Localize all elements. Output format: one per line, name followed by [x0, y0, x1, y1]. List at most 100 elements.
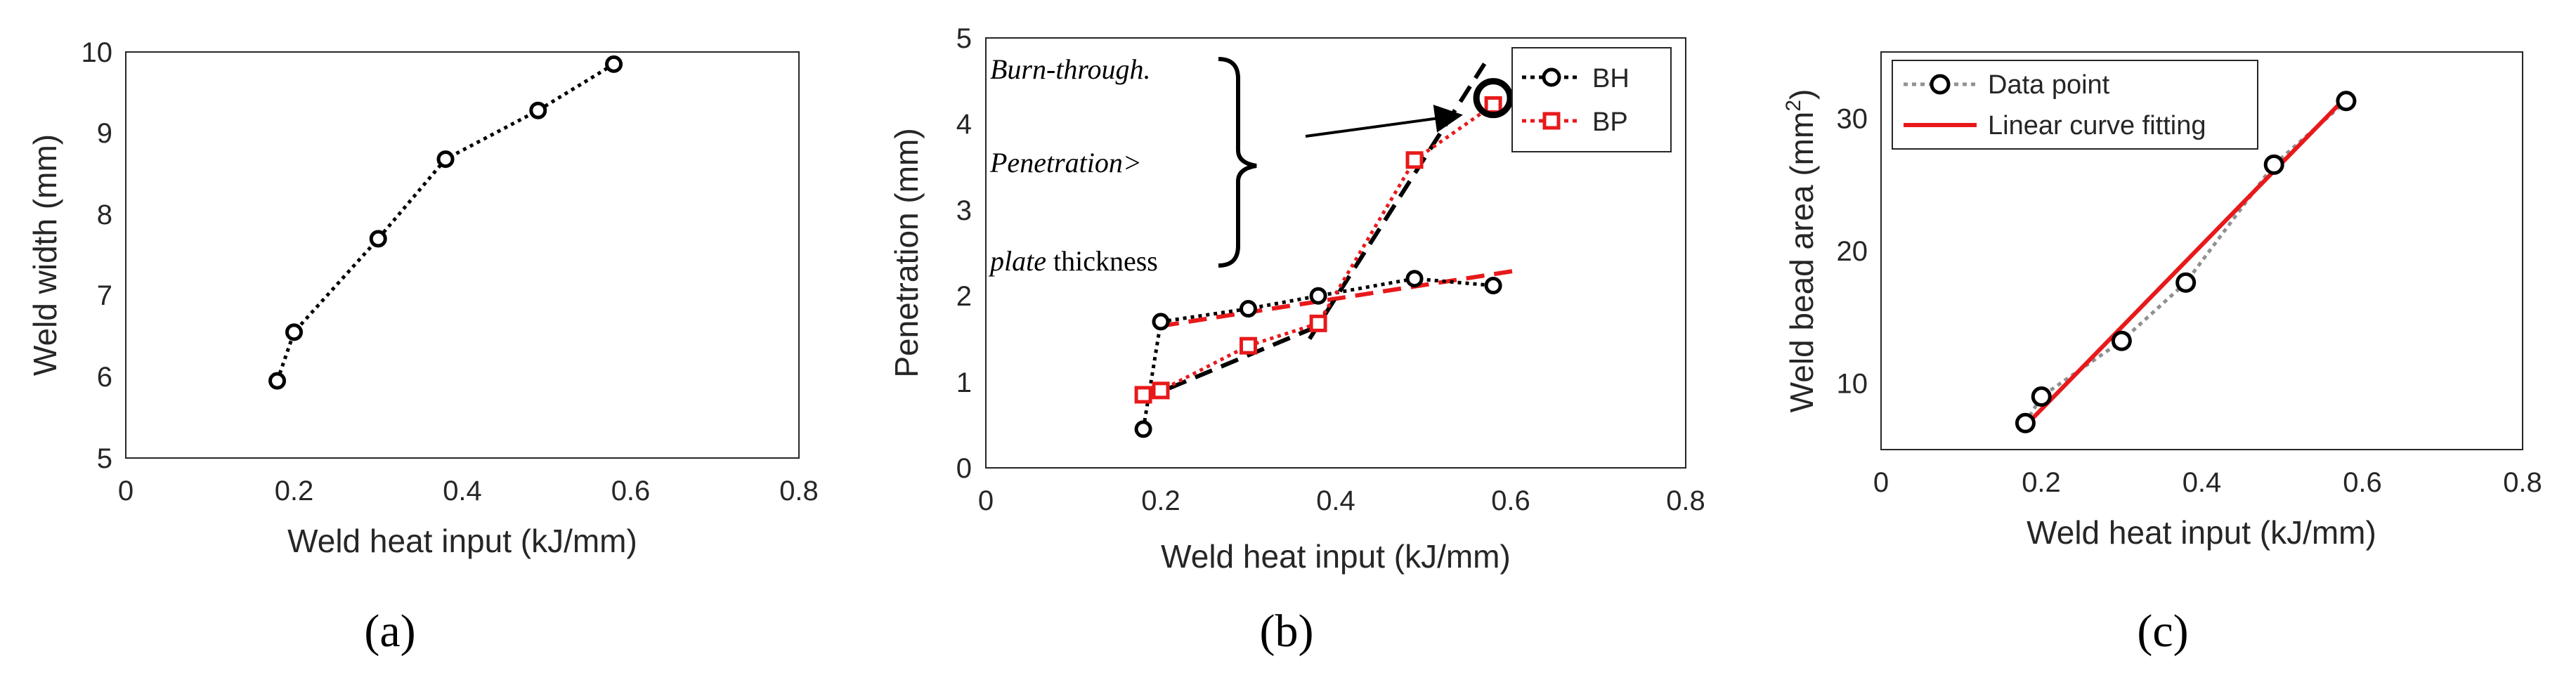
data-point-weld-width: [436, 150, 455, 169]
annotation-line-3-regular: thickness: [1046, 245, 1158, 277]
data-point-bp: [1152, 381, 1170, 400]
data-point-bp: [1309, 314, 1327, 332]
data-point-area: [2031, 386, 2052, 407]
panel-b-ytick: 5: [956, 23, 972, 54]
legend-data-point-marker: [1930, 74, 1951, 95]
legend-bp-marker: [1542, 112, 1561, 130]
data-point-bp: [1134, 386, 1152, 404]
panel-b-ytick: 0: [956, 453, 972, 484]
data-point-area: [2336, 91, 2357, 112]
panel-b-ylabel: Penetration (mm): [888, 128, 925, 377]
panel-c-ytick: 10: [1837, 369, 1868, 400]
panel-b-xticks: 0 0.2 0.4 0.6 0.8: [978, 485, 1705, 516]
data-point-bh: [1240, 300, 1257, 318]
panel-a-axes-box: [125, 51, 800, 459]
panel-c-marks: [2015, 91, 2357, 433]
annotation-line-3-italic: plate: [988, 245, 1046, 277]
panel-b-marks: [1134, 63, 1520, 438]
panel-a-ytick: 6: [97, 362, 112, 393]
panel-c-ytick: 30: [1837, 103, 1868, 134]
data-point-bh: [1405, 270, 1424, 288]
annotation-arrow: [1305, 105, 1463, 138]
panel-b-legend-box: [1511, 47, 1672, 152]
panel-a-xtick: 0.2: [275, 476, 314, 506]
panel-b-yticks: 0 1 2 3 4 5: [956, 23, 972, 484]
data-point-area: [2263, 154, 2284, 175]
data-point-bp: [1484, 96, 1502, 114]
panel-b-legend: BH BP: [1511, 47, 1672, 152]
panel-a-marks: [268, 55, 623, 390]
panel-c-xtick: 0.2: [2022, 467, 2061, 498]
data-point-weld-width: [369, 230, 387, 248]
data-point-bh: [1152, 313, 1170, 331]
panel-b-xtick: 0.2: [1141, 485, 1180, 516]
panel-a-ytick: 9: [97, 118, 112, 149]
panel-b-xtick: 0.8: [1666, 485, 1705, 516]
panel-a-xtick: 0: [118, 476, 134, 506]
panel-a-xtick: 0.8: [779, 476, 819, 506]
panel-b-xtick: 0.4: [1316, 485, 1355, 516]
panel-c-legend: Data point Linear curve fitting: [1892, 60, 2258, 150]
legend-linear-fit-label: Linear curve fitting: [1988, 111, 2206, 140]
legend-bh-label: BH: [1592, 64, 1629, 93]
panel-c-ytick: 20: [1837, 236, 1868, 267]
panel-c-ylabel: Weld bead area (mm2): [1782, 89, 1820, 413]
data-point-weld-width: [268, 372, 287, 390]
data-point-weld-width: [285, 323, 303, 341]
panel-b-xlabel: Weld heat input (kJ/mm): [1161, 538, 1511, 575]
linear-fit-line: [2024, 96, 2348, 428]
panel-c-axes-box: [1880, 51, 2523, 450]
series-line-weld-width: [275, 63, 615, 381]
data-point-weld-width: [605, 55, 623, 73]
legend-entry-bp: BP: [1522, 107, 1628, 137]
panel-a-ytick: 10: [82, 37, 113, 68]
panel-c-legend-box: [1892, 60, 2258, 150]
panel-b-xtick: 0.6: [1491, 485, 1530, 516]
panel-c-label: (c): [2137, 606, 2188, 657]
highlight-circle: [1473, 78, 1514, 119]
annotation-line-3: plate thickness: [988, 245, 1158, 277]
annotation-brace: [1218, 57, 1257, 268]
legend-data-point-label: Data point: [1988, 70, 2110, 100]
data-point-bp: [1405, 151, 1424, 169]
panel-b-annotation: Burn-through. Penetration> plate thickne…: [988, 53, 1463, 277]
data-point-area: [2015, 412, 2036, 433]
panel-b-ytick: 2: [956, 281, 972, 312]
panel-c-yticks: 10 20 30: [1837, 103, 1868, 399]
panel-c-xticks: 0 0.2 0.4 0.6 0.8: [1873, 467, 2542, 498]
data-point-area: [2175, 272, 2197, 293]
panel-a-chart: 0 0.2 0.4 0.6 0.8 5 6 7 8 9 10 Weld heat…: [27, 37, 819, 657]
panel-b-ytick: 1: [956, 367, 972, 398]
panel-b-chart: 0 0.2 0.4 0.6 0.8 0 1 2 3 4 5 Weld heat …: [888, 23, 1705, 657]
legend-entry-linear-fit: Linear curve fitting: [1904, 111, 2206, 140]
legend-bp-label: BP: [1592, 107, 1628, 137]
panel-a-xticks: 0 0.2 0.4 0.6 0.8: [118, 476, 819, 506]
trend-line-3: [1308, 63, 1487, 341]
panel-c-chart: 0 0.2 0.4 0.6 0.8 10 20 30 Weld heat inp…: [1782, 51, 2542, 657]
panel-a-yticks: 5 6 7 8 9 10: [82, 37, 113, 474]
panel-c-xtick: 0.6: [2343, 467, 2382, 498]
legend-entry-bh: BH: [1522, 64, 1629, 93]
panel-c-xlabel: Weld heat input (kJ/mm): [2027, 514, 2376, 551]
legend-entry-data-point: Data point: [1904, 70, 2110, 100]
panel-c-ylabel-main: Weld bead area (mm: [1783, 112, 1820, 413]
panel-a-ylabel: Weld width (mm): [27, 134, 63, 376]
data-point-weld-width: [529, 101, 547, 119]
panel-c-xtick: 0.4: [2183, 467, 2222, 498]
panel-b-xtick: 0: [978, 485, 994, 516]
panel-b-ytick: 3: [956, 195, 972, 226]
panel-a-xlabel: Weld heat input (kJ/mm): [287, 523, 637, 559]
panel-b-ytick: 4: [956, 109, 972, 140]
annotation-line-1: Burn-through.: [990, 53, 1151, 85]
trend-line-1: [1160, 268, 1520, 329]
panel-a-xtick: 0.4: [443, 476, 482, 506]
panel-a-ytick: 8: [97, 200, 112, 230]
series-line-bp: [1143, 103, 1495, 397]
panel-b-axes-box: [985, 37, 1686, 469]
data-point-area: [2111, 330, 2132, 351]
panel-a-ytick: 5: [97, 443, 112, 474]
annotation-line-2: Penetration>: [989, 147, 1142, 178]
panel-a-label: (a): [364, 606, 415, 657]
panel-a-xtick: 0.6: [611, 476, 651, 506]
